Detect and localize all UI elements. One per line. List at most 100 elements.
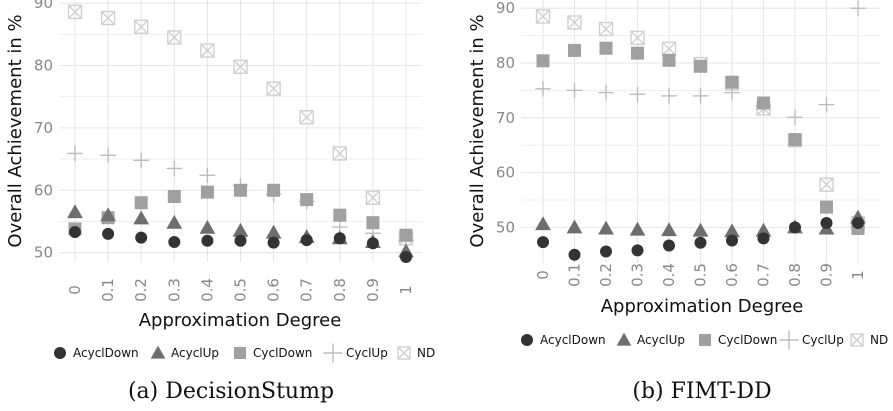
data-point-cyclup: [818, 96, 835, 113]
data-point-cyclup: [199, 167, 216, 184]
data-point-cycldown: [757, 96, 770, 110]
data-point-acycldown: [726, 234, 738, 247]
legend-label: AcyclUp: [637, 333, 685, 347]
x-tick-label: 0: [66, 285, 84, 295]
data-point-acycldown: [537, 236, 549, 249]
x-tick-label: 0: [534, 270, 552, 280]
chart-panel-fimt-dd: 50 60 70 80 90 0 0.1 0.2 0.3 0.4 0.5 0.6 0.7 0.8 0.9 1…: [467, 0, 888, 404]
data-point-cyclup: [850, 0, 866, 17]
x-tick-label: 0.4: [660, 263, 678, 287]
data-point-acyclup: [265, 224, 282, 239]
x-tick-label: 0.7: [298, 278, 316, 302]
data-point-cyclup: [133, 152, 149, 169]
data-point-nd: [200, 43, 215, 58]
data-point-acyclup: [724, 223, 740, 238]
data-point-acycldown: [600, 245, 612, 258]
caption: (b) FIMT-DD: [632, 379, 771, 404]
data-marks: [67, 4, 414, 264]
x-tick-label: 0.3: [165, 278, 183, 302]
x-tick-label: 0.6: [723, 263, 741, 287]
y-axis-title: Overall Achievement in %: [467, 14, 488, 247]
legend-label: ND: [417, 346, 435, 360]
legend-marker-square: [234, 347, 246, 359]
legend-item-nd: ND: [850, 333, 888, 347]
data-point-cyclup: [661, 88, 677, 104]
data-point-acycldown: [663, 239, 675, 252]
data-point-nd: [332, 146, 347, 161]
data-point-cyclup: [166, 160, 183, 177]
legend-item-acyclup: AcyclUp: [150, 345, 219, 360]
legend-label: CyclDown: [718, 333, 777, 347]
data-point-cycldown: [267, 183, 281, 197]
data-point-cycldown: [662, 53, 676, 67]
y-axis-title: Overall Achievement in %: [5, 14, 26, 247]
data-point-cycldown: [333, 208, 347, 222]
data-point-cycldown: [200, 185, 214, 199]
y-tick-label: 80: [34, 57, 53, 75]
legend-label: AcyclDown: [73, 346, 139, 360]
data-point-acycldown: [135, 231, 148, 244]
data-point-nd: [567, 15, 582, 30]
legend-label: CyclDown: [253, 346, 312, 360]
data-point-nd: [299, 110, 314, 125]
data-point-nd: [133, 19, 149, 35]
data-point-acycldown: [168, 236, 181, 249]
data-point-nd: [167, 30, 182, 45]
legend-item-acyclup: AcyclUp: [616, 332, 685, 347]
data-point-nd: [535, 9, 551, 24]
data-point-acycldown: [400, 251, 412, 264]
data-point-cyclup: [787, 109, 803, 126]
data-point-cycldown: [300, 193, 314, 207]
x-tick-labels: 0 0.1 0.2 0.3 0.4 0.5 0.6 0.7 0.8 0.9 1: [66, 278, 415, 302]
legend-label: ND: [870, 333, 888, 347]
y-tick-label: 60: [496, 164, 515, 182]
legend-marker-plus: [779, 330, 799, 350]
data-point-acycldown: [234, 234, 247, 247]
data-point-acycldown: [631, 244, 644, 257]
legend: AcyclDown AcyclUp CyclDown CyclUp ND: [521, 330, 888, 350]
y-tick-label: 70: [34, 119, 53, 137]
data-point-acyclup: [100, 207, 116, 222]
data-point-acyclup: [661, 222, 677, 237]
y-tick-label: 70: [496, 109, 515, 127]
data-point-cycldown: [234, 183, 247, 197]
data-point-nd: [819, 177, 834, 192]
x-tick-label: 0.1: [99, 278, 117, 302]
y-tick-label: 80: [496, 54, 515, 72]
data-point-cyclup: [692, 88, 709, 104]
data-point-acyclup: [199, 219, 216, 234]
chart-panel-decisionstump: 50 60 70 80 90 0 0.1 0.2 0.3 0.4 0.5 0.6 0.7 0.8 0.9 1…: [5, 0, 435, 404]
data-point-acyclup: [232, 222, 249, 237]
data-point-nd: [100, 10, 116, 26]
legend-item-acycldown: AcyclDown: [54, 346, 139, 360]
x-tick-label: 0.5: [232, 278, 250, 302]
legend: AcyclDown AcyclUp CyclDown CyclUp ND: [54, 343, 435, 363]
data-point-acyclup: [692, 222, 709, 237]
legend-marker-circle: [54, 347, 66, 359]
legend-label: CyclUp: [802, 333, 844, 347]
data-point-acycldown: [69, 226, 81, 239]
legend-item-cycldown: CyclDown: [234, 346, 312, 360]
data-point-acyclup: [67, 204, 83, 219]
legend-marker-triangle: [150, 345, 166, 359]
data-point-acyclup: [166, 214, 183, 229]
data-point-acycldown: [820, 217, 833, 230]
legend-label: AcyclUp: [171, 346, 219, 360]
data-point-acyclup: [629, 221, 646, 236]
data-point-acycldown: [333, 232, 346, 245]
data-point-cycldown: [167, 190, 181, 203]
y-tick-label: 60: [34, 181, 53, 199]
x-axis-title: Approximation Degree: [601, 296, 804, 317]
x-tick-label: 0.5: [692, 263, 710, 287]
legend-label: CyclUp: [346, 346, 388, 360]
x-tick-label: 0.6: [265, 278, 283, 302]
data-point-cycldown: [631, 46, 644, 60]
data-point-cyclup: [566, 82, 583, 99]
legend-marker-triangle: [616, 332, 632, 346]
data-point-cycldown: [820, 200, 833, 214]
data-point-acyclup: [598, 220, 614, 235]
data-point-cyclup: [100, 147, 116, 164]
y-tick-label: 90: [496, 0, 515, 17]
data-point-nd: [233, 59, 248, 74]
data-point-cycldown: [366, 216, 380, 230]
